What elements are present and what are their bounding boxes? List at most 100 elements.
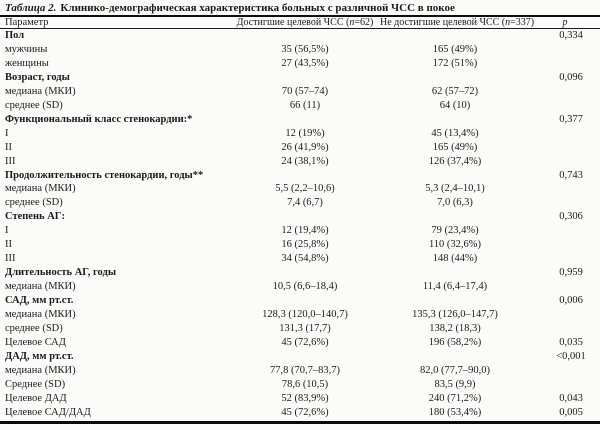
cell-achieved-value: 77,8 (70,7–83,7): [270, 364, 340, 376]
row-param-label: среднее (SD): [5, 197, 63, 209]
cell-p-value: 0,035: [559, 336, 583, 348]
row-param-label: медиана (МКИ): [5, 183, 76, 195]
cell-p-value: [530, 155, 600, 169]
cell-not-achieved-value: 126 (37,4%): [428, 155, 482, 167]
row-param-label: I: [5, 225, 9, 237]
table-row: среднее (SD) 131,3 (17,7) 138,2 (18,3): [0, 322, 600, 336]
row-param-label: Целевое ДАД: [5, 392, 67, 404]
row-param-label: II: [5, 239, 12, 251]
row-group-label: Возраст, годы: [5, 71, 70, 83]
cell-not-achieved-value: 5,3 (2,4–10,1): [425, 183, 485, 195]
cell-not-achieved-value: 82,0 (77,7–90,0): [420, 364, 490, 376]
cell-achieved-value: [230, 29, 380, 43]
table-number-label: Таблица 2.: [5, 2, 57, 14]
cell-not-achieved-value: 180 (53,4%): [428, 406, 482, 418]
cell-p-value: 0,006: [559, 295, 583, 307]
row-group-label: Пол: [5, 30, 25, 41]
cell-achieved-value: 10,5 (6,6–18,4): [272, 281, 338, 293]
cell-achieved-value: 52 (83,9%): [281, 392, 329, 404]
row-param-label: Целевое САД/ДАД: [5, 406, 91, 418]
cell-p-value: 0,334: [559, 30, 583, 41]
cell-not-achieved-value: [380, 113, 530, 127]
cell-p-value: [530, 127, 600, 141]
cell-achieved-value: 12 (19%): [285, 127, 325, 139]
cell-p-value: [530, 85, 600, 99]
row-param-label: медиана (МКИ): [5, 281, 76, 293]
row-group-label: САД, мм рт.ст.: [5, 295, 74, 307]
col-header-achieved-count: =62): [354, 17, 374, 28]
row-group-label: Функциональный класс стенокардии:*: [5, 113, 193, 125]
table-row: медиана (МКИ) 5,5 (2,2–10,6) 5,3 (2,4–10…: [0, 182, 600, 196]
cell-not-achieved-value: 148 (44%): [432, 253, 478, 265]
cell-not-achieved-value: 135,3 (126,0–147,7): [412, 309, 498, 321]
col-header-achieved-hr: Достигшие целевой ЧСС (n=62): [230, 17, 380, 29]
cell-p-value: [530, 252, 600, 266]
table-row: медиана (МКИ) 77,8 (70,7–83,7) 82,0 (77,…: [0, 364, 600, 378]
cell-p-value: [530, 182, 600, 196]
table-row: Целевое ДАД 52 (83,9%) 240 (71,2%) 0,043: [0, 392, 600, 406]
table-row: мужчины 35 (56,5%) 165 (49%): [0, 43, 600, 57]
table-row: Длительность АГ, годы 0,959: [0, 266, 600, 280]
col-header-p-value: p: [530, 17, 600, 29]
cell-p-value: [530, 308, 600, 322]
row-group-label: Длительность АГ, годы: [5, 267, 117, 279]
cell-not-achieved-value: 62 (57–72): [431, 85, 479, 97]
table-title: Таблица 2. Клинико-демографическая характ…: [0, 0, 600, 17]
row-param-label: медиана (МКИ): [5, 309, 76, 321]
cell-p-value: [530, 224, 600, 238]
table-row: II 16 (25,8%) 110 (32,6%): [0, 238, 600, 252]
cell-not-achieved-value: 165 (49%): [432, 141, 478, 153]
table-row: Целевое САД/ДАД 45 (72,6%) 180 (53,4%) 0…: [0, 406, 600, 420]
cell-not-achieved-value: 83,5 (9,9): [434, 378, 476, 390]
row-param-label: среднее (SD): [5, 99, 63, 111]
table-row: Среднее (SD) 78,6 (10,5) 83,5 (9,9): [0, 378, 600, 392]
table-row: ДАД, мм рт.ст. <0,001: [0, 350, 600, 364]
row-param-label: III: [5, 253, 16, 265]
cell-achieved-value: [230, 266, 380, 280]
col-header-not-achieved-hr: Не достигшие целевой ЧСС (n=337): [380, 17, 534, 29]
table-row: Возраст, годы 0,096: [0, 71, 600, 85]
n-symbol: n: [505, 17, 511, 28]
cell-not-achieved-value: [380, 29, 530, 43]
cell-p-value: [530, 99, 600, 113]
row-param-label: III: [5, 155, 16, 167]
cell-p-value: <0,001: [556, 350, 586, 362]
cell-achieved-value: [230, 350, 380, 364]
cell-achieved-value: [230, 210, 380, 224]
table-row: среднее (SD) 66 (11) 64 (10): [0, 99, 600, 113]
row-param-label: медиана (МКИ): [5, 85, 76, 97]
cell-not-achieved-value: 11,4 (6,4–17,4): [422, 281, 488, 293]
cell-achieved-value: 35 (56,5%): [281, 43, 329, 55]
row-group-label: Степень АГ:: [5, 211, 65, 223]
cell-p-value: [530, 322, 600, 336]
cell-achieved-value: [230, 113, 380, 127]
cell-not-achieved-value: 196 (58,2%): [428, 336, 482, 348]
cell-p-value: [530, 141, 600, 155]
row-param-label: I: [5, 127, 9, 139]
cell-not-achieved-value: [380, 350, 530, 364]
table-row: среднее (SD) 7,4 (6,7) 7,0 (6,3): [0, 196, 600, 210]
table-row: I 12 (19,4%) 79 (23,4%): [0, 224, 600, 238]
cell-achieved-value: 5,5 (2,2–10,6): [275, 183, 335, 195]
cell-achieved-value: 26 (41,9%): [281, 141, 329, 153]
table-row: медиана (МКИ) 128,3 (120,0–140,7) 135,3 …: [0, 308, 600, 322]
cell-achieved-value: 70 (57–74): [281, 85, 329, 97]
cell-p-value: 0,377: [559, 113, 583, 125]
table-row: САД, мм рт.ст. 0,006: [0, 294, 600, 308]
cell-achieved-value: 45 (72,6%): [281, 406, 329, 418]
row-param-label: II: [5, 141, 12, 153]
table-row: медиана (МКИ) 70 (57–74) 62 (57–72): [0, 85, 600, 99]
row-group-label: ДАД, мм рт.ст.: [5, 350, 74, 362]
cell-p-value: 0,043: [559, 392, 583, 404]
col-header-not-achieved-count: =337): [510, 17, 535, 28]
cell-p-value: 0,959: [559, 267, 583, 279]
header-row: Параметр Достигшие целевой ЧСС (n=62) Не…: [0, 17, 600, 29]
cell-p-value: 0,096: [559, 71, 583, 83]
clinical-characteristics-table: Параметр Достигшие целевой ЧСС (n=62) Не…: [0, 17, 600, 420]
cell-p-value: [530, 238, 600, 252]
table-row: III 34 (54,8%) 148 (44%): [0, 252, 600, 266]
cell-not-achieved-value: [380, 210, 530, 224]
row-param-label: медиана (МКИ): [5, 364, 76, 376]
cell-achieved-value: [230, 169, 380, 183]
